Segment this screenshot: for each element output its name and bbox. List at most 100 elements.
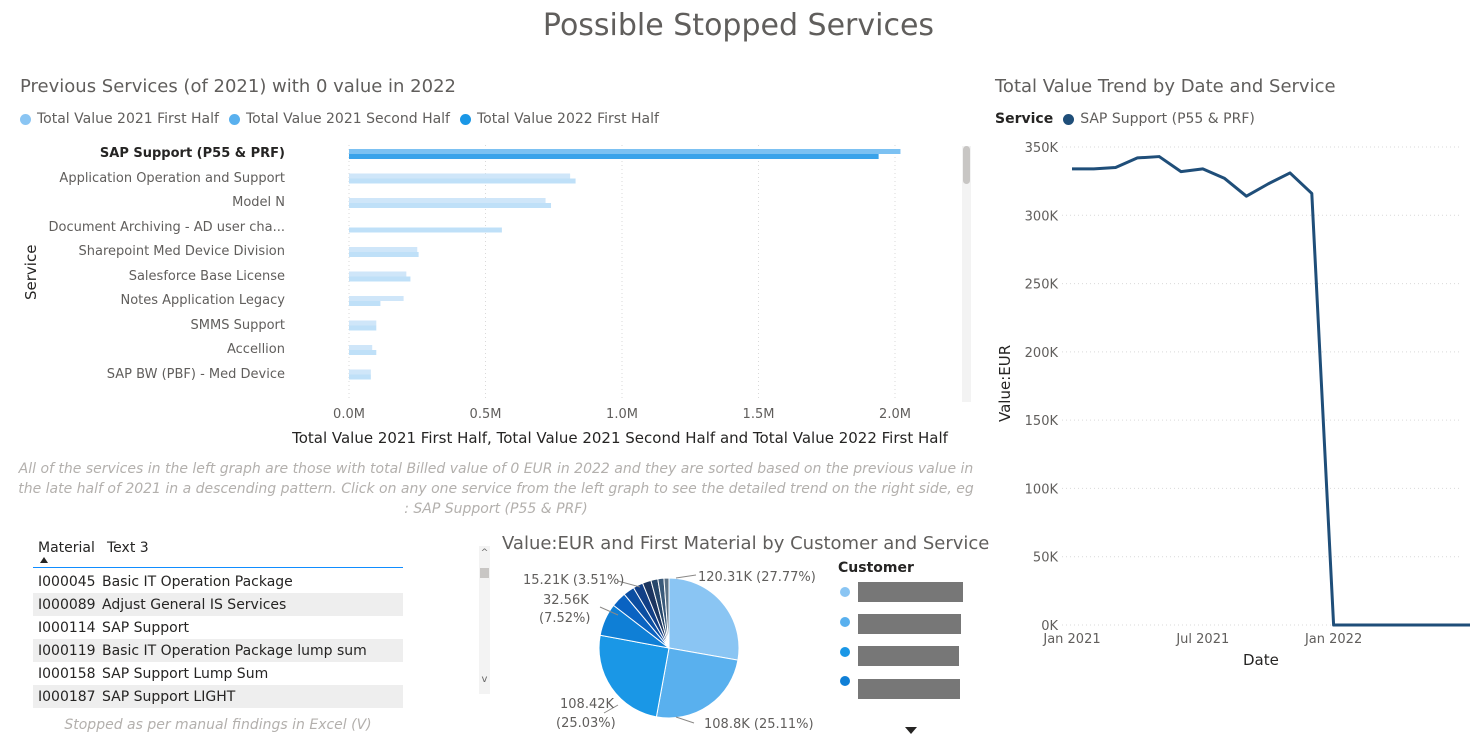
- bar-2021-h1[interactable]: [349, 247, 418, 252]
- pie-label-a: 120.31K (27.77%): [698, 570, 816, 585]
- trend-y-tick-label: 0K: [1041, 619, 1058, 634]
- pie-label-c-percent: (25.03%): [556, 716, 616, 731]
- table-scroll-thumb[interactable]: [480, 568, 489, 578]
- bar-category-label[interactable]: Sharepoint Med Device Division: [78, 244, 286, 259]
- bar-category-label[interactable]: SAP BW (PBF) - Med Device: [106, 366, 285, 382]
- pie-slice[interactable]: [655, 647, 739, 719]
- table-row[interactable]: I000187 SAP Support LIGHT: [33, 685, 403, 708]
- scroll-up-icon[interactable]: ^: [480, 548, 489, 558]
- trend-y-tick-label: 50K: [1033, 551, 1059, 566]
- text3-cell: SAP Support LIGHT: [102, 688, 236, 705]
- bar-2021-h1[interactable]: [349, 271, 407, 277]
- trend-x-tick-label: Jul 2021: [1175, 632, 1229, 647]
- bar-category-label[interactable]: Application Operation and Support: [59, 170, 285, 186]
- table-row[interactable]: I000045 Basic IT Operation Package: [33, 570, 403, 593]
- table-header-divider: [33, 567, 403, 568]
- trend-x-tick-label: Jan 2022: [1304, 632, 1362, 647]
- pie-leader-line: [603, 704, 619, 714]
- bar-category-label[interactable]: Accellion: [227, 342, 285, 357]
- bar-2021-h1[interactable]: [349, 296, 404, 301]
- trend-legend-title: Service: [995, 111, 1054, 127]
- bar-2021-h2[interactable]: [349, 301, 381, 306]
- pie-label-d-value: 32.56K: [543, 593, 589, 608]
- bar-chart-scroll-thumb[interactable]: [963, 146, 970, 184]
- bar-2021-h1[interactable]: [349, 320, 377, 326]
- table-row[interactable]: I000119 Basic IT Operation Package lump s…: [33, 639, 403, 662]
- bar-2021-h1[interactable]: [349, 173, 571, 179]
- bar-2021-h2[interactable]: [349, 325, 377, 331]
- pie-slice[interactable]: [668, 577, 740, 661]
- customer-legend-title: Customer: [838, 560, 914, 576]
- bar-category-label[interactable]: SMMS Support: [190, 317, 285, 333]
- bar-chart-plot[interactable]: [340, 140, 960, 410]
- trend-y-axis-title: Value:EUR: [996, 344, 1014, 422]
- bar-category-label[interactable]: Model N: [232, 195, 285, 210]
- pie-slice[interactable]: [598, 634, 670, 718]
- legend-label-2021-h2[interactable]: Total Value 2021 Second Half: [245, 111, 450, 127]
- legend-label-2022-h1[interactable]: Total Value 2022 First Half: [477, 111, 659, 127]
- pie-slice[interactable]: [663, 577, 670, 649]
- table-row[interactable]: I000114 SAP Support: [33, 616, 403, 639]
- bar-2021-h2[interactable]: [349, 374, 371, 380]
- bar-category-label[interactable]: Document Archiving - AD user cha...: [48, 219, 285, 235]
- customer-legend-item-2[interactable]: [858, 614, 961, 634]
- pie-label-b: 108.8K (25.11%): [704, 717, 814, 732]
- bar-2021-h1[interactable]: [349, 369, 371, 375]
- bar-x-tick-label: 1.0M: [606, 407, 638, 422]
- legend-dot-2021-h2: [228, 113, 240, 125]
- table-row[interactable]: I000158 SAP Support Lump Sum: [33, 662, 403, 685]
- customer-legend-dot-3: [840, 647, 850, 657]
- pie-label-d-percent: (7.52%): [539, 611, 591, 626]
- customer-legend-item-1[interactable]: [858, 582, 963, 602]
- page-title: Possible Stopped Services: [542, 8, 935, 43]
- trend-series-line[interactable]: [1072, 155, 1470, 627]
- bar-2021-h1[interactable]: [349, 345, 373, 350]
- table-scrollbar[interactable]: ^ v: [479, 546, 490, 694]
- bar-2021-h2[interactable]: [349, 178, 576, 184]
- bar-2021-h1[interactable]: [349, 149, 901, 154]
- customer-legend-dot-1: [840, 587, 850, 597]
- text3-cell: SAP Support Lump Sum: [102, 665, 269, 682]
- legend-scroll-down-icon[interactable]: [905, 727, 917, 734]
- bar-category-labels: SAP Support (P55 & PRF) Application Opera…: [40, 0, 285, 400]
- pie-leader-line: [617, 580, 641, 588]
- bar-x-tick-label: 1.5M: [742, 407, 775, 422]
- bar-x-tick-label: 0.5M: [469, 407, 502, 422]
- legend-dot-2022-h1: [460, 113, 471, 125]
- trend-x-axis-title: Date: [1243, 651, 1279, 669]
- trend-chart-legend: Service SAP Support (P55 & PRF): [995, 111, 1255, 127]
- bar-category-label[interactable]: Notes Application Legacy: [120, 293, 285, 308]
- text3-cell: Basic IT Operation Package lump sum: [102, 642, 367, 659]
- table-header-material[interactable]: Material: [38, 540, 95, 556]
- bar-category-label[interactable]: Salesforce Base License: [128, 268, 285, 284]
- customer-legend-item-3[interactable]: [858, 646, 959, 666]
- bar-chart-scrollbar[interactable]: [962, 146, 971, 402]
- customer-legend-item-4[interactable]: [858, 679, 960, 699]
- table-row[interactable]: I000089 Adjust General IS Services: [33, 593, 403, 616]
- bar-2021-h2[interactable]: [349, 276, 411, 282]
- pie-chart-plot[interactable]: [500, 565, 830, 745]
- trend-y-tick-label: 350K: [1025, 141, 1059, 156]
- bar-2021-h2[interactable]: [349, 203, 552, 208]
- bar-2021-h2[interactable]: [349, 154, 879, 159]
- bar-2021-h2[interactable]: [349, 252, 419, 257]
- scroll-down-icon[interactable]: v: [481, 674, 488, 685]
- bar-2021-h1[interactable]: [349, 198, 546, 203]
- bar-category-label[interactable]: SAP Support (P55 & PRF): [99, 146, 285, 161]
- material-cell: I000158: [38, 665, 96, 682]
- material-cell: I000187: [38, 688, 96, 705]
- bar-chart-legend: Total Value 2021 First Half Total Value …: [20, 111, 659, 127]
- trend-y-tick-label: 100K: [1025, 482, 1059, 497]
- sort-ascending-icon[interactable]: [40, 557, 48, 563]
- trend-y-tick-label: 150K: [1025, 414, 1059, 429]
- bar-2021-h2[interactable]: [349, 350, 377, 355]
- table-header-text3[interactable]: Text 3: [107, 540, 149, 556]
- pie-leader-line: [675, 574, 697, 579]
- text3-cell: Basic IT Operation Package: [102, 573, 293, 590]
- trend-legend-item[interactable]: SAP Support (P55 & PRF): [1080, 111, 1255, 127]
- pie-leader-line: [675, 716, 695, 724]
- bar-2021-h2[interactable]: [349, 227, 502, 233]
- legend-label-2021-h1[interactable]: Total Value 2021 First Half: [37, 111, 219, 127]
- trend-x-tick-label: Jan 2021: [1042, 632, 1100, 647]
- trend-chart-plot[interactable]: 0K 50K 100K 150K 200K 250K 300K 350K Jan 2021 Jul…: [1020, 135, 1470, 655]
